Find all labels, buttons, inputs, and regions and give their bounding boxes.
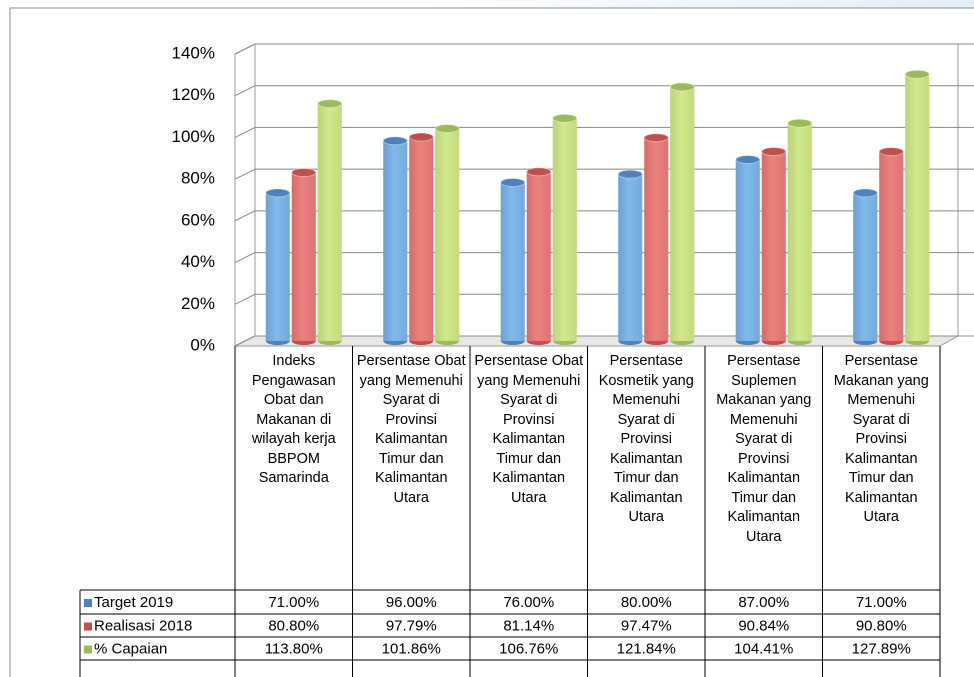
- grid-line-side: [234, 126, 256, 138]
- y-tick-label: 60%: [181, 210, 215, 229]
- bar-cap: [852, 188, 878, 198]
- bar-shade: [618, 174, 643, 341]
- category-label: Indeks Pengawasan Obat dan Makanan di wi…: [251, 353, 336, 486]
- y-tick-label: 80%: [181, 169, 215, 188]
- table-value: 97.79%: [386, 617, 437, 634]
- bar-cap: [434, 124, 460, 134]
- bar-cap: [669, 82, 695, 92]
- bar-shade: [526, 171, 551, 341]
- bar-cap: [787, 118, 813, 128]
- legend-label: % Capaian: [94, 640, 167, 657]
- bar-cap: [265, 188, 291, 198]
- table-value: 106.76%: [499, 640, 558, 657]
- table-value: 87.00%: [738, 594, 789, 611]
- category-label: Persentase Obat yang Memenuhi Syarat di …: [356, 353, 466, 506]
- grid-line-side: [234, 293, 256, 305]
- bar-shade: [761, 151, 786, 341]
- table-value: 80.00%: [621, 594, 672, 611]
- table-value: 127.89%: [852, 640, 911, 657]
- category-label: Persentase Obat yang Memenuhi Syarat di …: [474, 353, 584, 506]
- bar-cap: [761, 147, 787, 157]
- bar-cap: [317, 99, 343, 109]
- bar-cap: [526, 167, 552, 177]
- grid-line-side: [234, 85, 256, 97]
- bar-shade: [787, 123, 812, 342]
- y-tick-label: 120%: [172, 85, 215, 104]
- legend-key: [84, 599, 92, 607]
- grid-line-side: [234, 335, 256, 347]
- bar-shade: [291, 172, 316, 341]
- bar-cap: [500, 177, 526, 187]
- legend-label: Target 2019: [94, 594, 173, 611]
- bar-cap: [617, 169, 643, 179]
- bar-cap: [408, 132, 434, 142]
- bar-shade: [265, 192, 290, 341]
- bar-shade: [670, 86, 695, 341]
- legend-label: Realisasi 2018: [94, 617, 192, 634]
- table-value: 71.00%: [268, 594, 319, 611]
- table-value: 96.00%: [386, 594, 437, 611]
- bar-shade: [435, 128, 460, 341]
- legend-key: [84, 622, 92, 631]
- table-value: 71.00%: [856, 594, 907, 611]
- bar-shade: [905, 74, 930, 342]
- grid-line-side: [234, 252, 256, 264]
- side-wall: [234, 43, 256, 347]
- bar-shade: [500, 182, 525, 341]
- floor: [234, 335, 960, 347]
- table-value: 80.80%: [268, 617, 319, 634]
- bar-cap: [735, 155, 761, 165]
- bar-cap: [904, 69, 930, 79]
- bar-shade: [552, 118, 577, 342]
- bar-shade: [735, 159, 760, 341]
- table-value: 76.00%: [503, 594, 554, 611]
- y-tick-label: 40%: [181, 252, 215, 271]
- table-value: 90.80%: [856, 617, 907, 634]
- table-value: 90.84%: [738, 617, 789, 634]
- table-value: 121.84%: [617, 640, 676, 657]
- category-label: Persentase Suplemen Makanan yang Memenuh…: [716, 353, 812, 545]
- bar-shade: [644, 137, 669, 341]
- table-value: 97.47%: [621, 617, 672, 634]
- table-value: 81.14%: [503, 617, 554, 634]
- bar-cap: [382, 136, 408, 146]
- bar-shade: [409, 137, 434, 341]
- table-value: 101.86%: [382, 640, 441, 657]
- bar-shade: [879, 151, 904, 341]
- table-value: 113.80%: [265, 640, 323, 657]
- y-tick-label: 0%: [190, 335, 215, 354]
- category-label: Persentase Kosmetik yang Memenuhi Syarat…: [598, 353, 694, 525]
- y-tick-label: 140%: [172, 43, 215, 62]
- y-tick-label: 20%: [181, 294, 215, 313]
- bar-cap: [552, 113, 578, 123]
- bar-cap: [643, 133, 669, 143]
- bar-shade: [853, 192, 878, 341]
- category-label: Persentase Makanan yang Memenuhi Syarat …: [833, 353, 929, 525]
- y-tick-label: 100%: [172, 127, 215, 146]
- grid-line-side: [234, 43, 256, 55]
- bar-shade: [383, 140, 408, 341]
- grid-line-side: [234, 210, 256, 222]
- table-value: 104.41%: [734, 640, 793, 657]
- back-wall: [254, 43, 959, 337]
- bar-cap: [878, 147, 904, 157]
- grid-line-side: [234, 168, 256, 180]
- bar-cap: [291, 167, 317, 177]
- bar-shade: [317, 103, 342, 341]
- legend-key: [84, 645, 92, 654]
